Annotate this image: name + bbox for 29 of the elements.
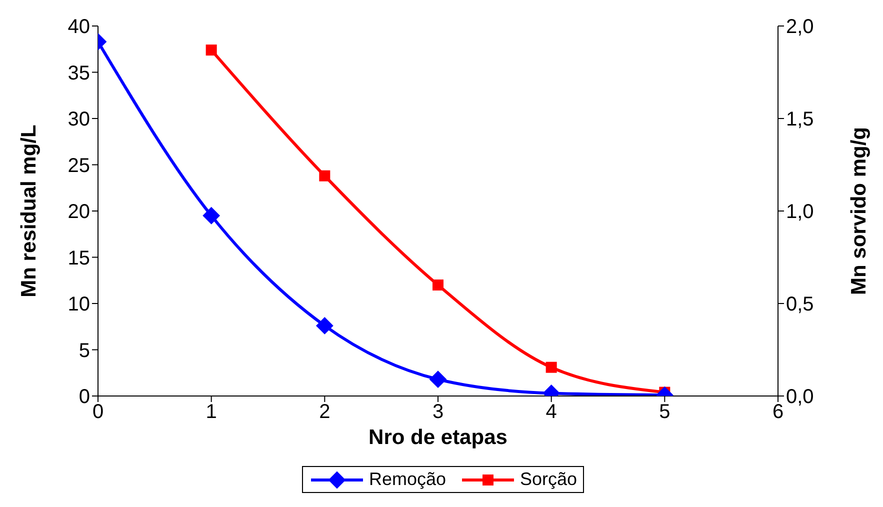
y-tick-label: 10 bbox=[68, 294, 90, 316]
y2-tick-label: 1,0 bbox=[786, 201, 814, 224]
x-tick-label: 4 bbox=[546, 401, 557, 424]
y-tick-label: 0 bbox=[78, 386, 90, 408]
legend-label: Sorção bbox=[520, 469, 578, 490]
point bbox=[432, 280, 444, 290]
x-tick-label: 2 bbox=[319, 401, 330, 424]
x-tick-label: 3 bbox=[432, 401, 444, 424]
y-axis-title: Mn residual mg/L bbox=[17, 124, 40, 298]
y2-axis-title: Mn sorvido mg/g bbox=[847, 127, 870, 295]
y-tick-label: 15 bbox=[68, 247, 90, 270]
y2-tick-label: 2,0 bbox=[786, 16, 814, 38]
y-tick-label: 25 bbox=[68, 154, 90, 177]
y-tick-label: 40 bbox=[68, 16, 90, 38]
y-tick-label: 35 bbox=[68, 62, 90, 84]
point bbox=[546, 362, 557, 373]
y-tick-label: 5 bbox=[78, 340, 90, 362]
legend-label: Remoção bbox=[368, 469, 446, 490]
x-tick-label: 1 bbox=[206, 401, 217, 424]
y-tick-label: 20 bbox=[68, 201, 90, 224]
point bbox=[319, 170, 330, 182]
y2-tick-label: 0,0 bbox=[786, 386, 814, 408]
point bbox=[206, 44, 217, 56]
y2-tick-label: 0,5 bbox=[786, 294, 814, 316]
x-axis-title: Nro de etapas bbox=[368, 426, 508, 449]
y-tick-label: 30 bbox=[68, 108, 90, 131]
y2-tick-label: 1,5 bbox=[786, 108, 814, 131]
x-tick-label: 6 bbox=[772, 401, 784, 424]
x-tick-label: 5 bbox=[659, 401, 670, 424]
